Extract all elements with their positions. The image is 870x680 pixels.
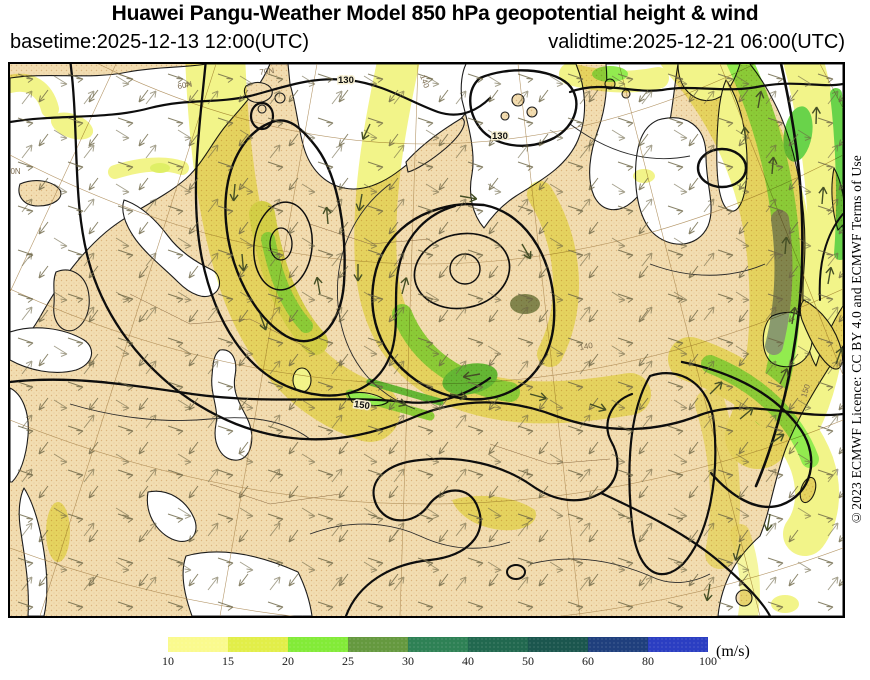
colorbar-segment: [228, 637, 288, 652]
colorbar-segment: [528, 637, 588, 652]
colorbar-segment: [468, 637, 528, 652]
colorbar-tick: 50: [522, 654, 534, 668]
basetime-label: basetime:2025-12-13 12:00(UTC): [10, 31, 310, 53]
graticule-label-140-mid: 140: [579, 341, 594, 352]
colorbar-tick: 40: [462, 654, 474, 668]
colorbar-tick: 30: [402, 654, 414, 668]
map-canvas: 130 130 150 70N 60N 60N 140 140 150: [10, 64, 843, 616]
colorbar-tick: 100: [699, 654, 717, 668]
ecmwf-attribution: ©2023 ECMWF Licence: CC BY 4.0 and ECMWF…: [849, 155, 864, 525]
colorbar-segment: [588, 637, 648, 652]
map-labels-layer: 130 130 150 70N 60N 60N 140 140 150: [10, 66, 812, 414]
contour-label-150: 150: [353, 399, 370, 412]
colorbar-segment: [648, 637, 708, 652]
wind-speed-colorbar: [168, 637, 708, 652]
graticule-label-140-top: 140: [418, 74, 431, 90]
graticule-label-60n: 60N: [177, 80, 193, 91]
weather-map: 130 130 150 70N 60N 60N 140 140 150: [8, 62, 845, 618]
colorbar-segment: [288, 637, 348, 652]
graticule-label-70n: 70N: [259, 66, 275, 77]
colorbar-tick: 15: [222, 654, 234, 668]
wind-arrows-layer: [10, 64, 843, 616]
validtime-label: validtime:2025-12-21 06:00(UTC): [548, 31, 845, 53]
colorbar-tick: 10: [162, 654, 174, 668]
colorbar-segment: [168, 637, 228, 652]
colorbar-tick: 80: [642, 654, 654, 668]
colorbar-segment: [348, 637, 408, 652]
colorbar-tick: 25: [342, 654, 354, 668]
colorbar-tick: 20: [282, 654, 294, 668]
colorbar-unit-label: (m/s): [716, 643, 750, 660]
contour-label-130-b: 130: [492, 131, 508, 142]
contour-label-130-a: 130: [338, 75, 354, 86]
graticule-label-60n-west: 60N: [10, 167, 21, 176]
colorbar-segment: [408, 637, 468, 652]
graticule-label-150-east: 150: [799, 383, 812, 399]
page-title: Huawei Pangu-Weather Model 850 hPa geopo…: [111, 2, 759, 25]
colorbar-tick: 60: [582, 654, 594, 668]
